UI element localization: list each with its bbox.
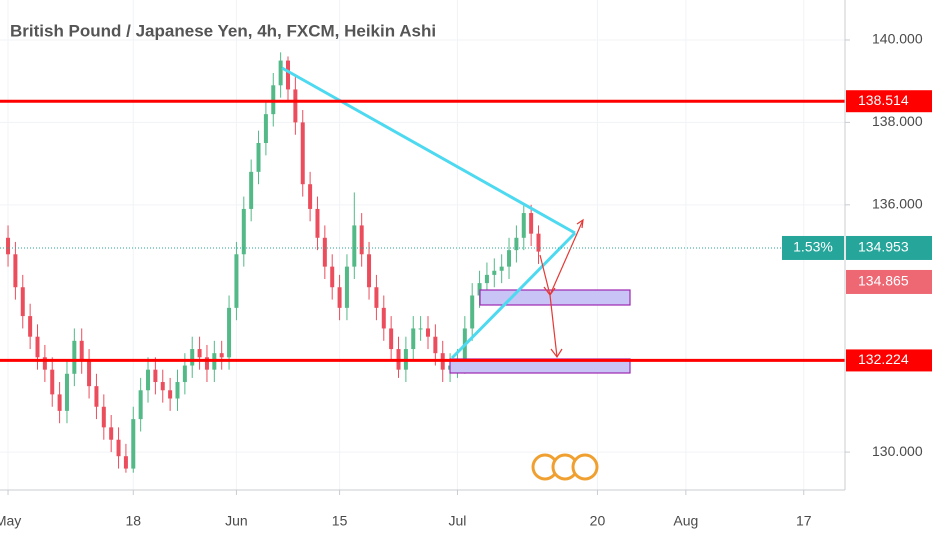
candle-body	[94, 386, 99, 407]
candle-body	[219, 353, 224, 358]
price-label-box	[846, 235, 932, 260]
candle-body	[87, 361, 92, 387]
candle-body	[300, 122, 305, 185]
candle-body	[330, 266, 335, 288]
candle-body	[477, 283, 482, 296]
drawings	[0, 66, 845, 481]
trend-line	[281, 66, 576, 235]
candle-body	[13, 254, 18, 288]
candle-body	[197, 349, 202, 358]
candle-body	[286, 60, 291, 90]
candle-body	[315, 208, 320, 238]
candle-body	[153, 369, 158, 383]
candle-body	[263, 114, 268, 144]
candle-body	[116, 439, 121, 457]
candle-body	[182, 365, 187, 383]
x-tick-label: 18	[125, 513, 141, 529]
candle-body	[425, 328, 430, 337]
candle-body	[389, 328, 394, 350]
candle-body	[484, 274, 489, 284]
candle-body	[6, 237, 11, 255]
candle-body	[190, 349, 195, 366]
candle-body	[499, 266, 504, 271]
candle-body	[249, 171, 254, 209]
arrow-head	[550, 348, 563, 359]
candle-body	[256, 143, 261, 172]
candle-body	[79, 340, 84, 362]
candle-body	[138, 390, 143, 420]
candle-body	[344, 266, 349, 308]
y-tick-label: 130.000	[872, 443, 923, 459]
candle-body	[131, 419, 136, 469]
event-icon[interactable]	[571, 453, 599, 481]
candle-body	[418, 328, 423, 330]
level-label: 132.224	[858, 351, 909, 367]
candle-body	[241, 208, 246, 255]
price-label: 134.953	[858, 239, 909, 255]
x-tick-label: Jun	[225, 513, 248, 529]
close-label: 134.865	[858, 273, 909, 289]
y-tick-label: 138.000	[872, 113, 923, 129]
arrow	[549, 294, 558, 358]
candle-body	[470, 295, 475, 329]
candle-body	[433, 336, 438, 354]
candle-body	[293, 89, 298, 123]
candle-body	[35, 336, 40, 358]
change-label-box	[782, 235, 844, 260]
x-tick-label: 17	[796, 513, 812, 529]
candle-body	[234, 254, 239, 308]
level-label-box	[846, 349, 932, 372]
change-label: 1.53%	[793, 239, 833, 255]
candle-body	[28, 316, 33, 337]
candle-body	[381, 307, 386, 329]
x-tick-label: 20	[590, 513, 606, 529]
trend-line	[450, 231, 577, 360]
candle-body	[109, 427, 114, 440]
candle-body	[57, 394, 62, 411]
close-label-box	[846, 269, 932, 294]
candle-body	[175, 382, 180, 399]
candle-body	[359, 225, 364, 255]
x-tick-label: Jul	[449, 513, 467, 529]
candle-body	[50, 369, 55, 395]
candle-body	[411, 328, 416, 350]
candle-body	[64, 373, 69, 411]
level-label-box	[846, 90, 932, 113]
candle-body	[322, 237, 327, 267]
candle-body	[514, 237, 519, 251]
candle-body	[352, 225, 357, 267]
candle-body	[367, 254, 372, 288]
candle-body	[374, 287, 379, 308]
x-tick-label: May	[0, 513, 21, 529]
x-tick-label: Aug	[673, 513, 698, 529]
y-tick-label: 136.000	[872, 196, 923, 212]
candle-body	[278, 60, 283, 86]
candle-body	[507, 250, 512, 267]
candle-body	[146, 369, 151, 391]
x-tick-label: 15	[332, 513, 348, 529]
axes: 130.000 136.000 138.000 140.000 May 18 Jun 15 Ju…	[0, 31, 932, 529]
candle-body	[308, 184, 313, 209]
candle-body	[492, 270, 497, 275]
candle-body	[160, 382, 165, 391]
candle-body	[123, 456, 128, 469]
candle-body	[20, 287, 25, 317]
candle-body	[337, 287, 342, 308]
candle-body	[42, 357, 47, 370]
candle-body	[521, 213, 526, 238]
y-tick-label: 140.000	[872, 31, 923, 47]
candle-body	[227, 307, 232, 358]
level-label: 138.514	[858, 92, 909, 108]
candle-body	[529, 213, 534, 234]
arrow-head	[576, 218, 584, 229]
candle-body	[204, 357, 209, 370]
candle-body	[101, 406, 106, 428]
candle-body	[72, 340, 77, 374]
candle-body	[536, 233, 541, 252]
candle-body	[168, 390, 173, 399]
zone-box	[479, 289, 631, 306]
chart-title: British Pound / Japanese Yen, 4h, FXCM, …	[10, 21, 436, 40]
